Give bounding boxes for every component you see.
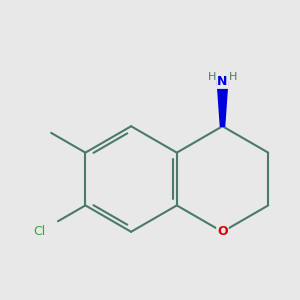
Text: H: H: [229, 72, 237, 82]
Polygon shape: [217, 81, 228, 126]
Text: N: N: [217, 75, 228, 88]
Text: H: H: [208, 72, 216, 82]
Text: O: O: [217, 225, 228, 238]
Text: Cl: Cl: [34, 225, 46, 238]
